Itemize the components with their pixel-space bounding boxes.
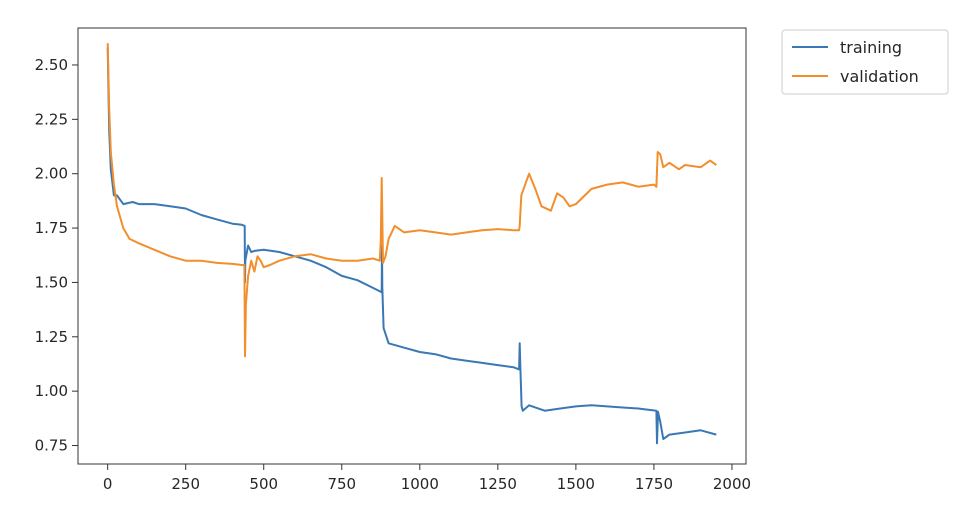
x-tick-label: 500 (249, 475, 278, 493)
series-line-validation (106, 43, 717, 358)
x-axis-ticks: 0 250 500 750 1000 1250 1500 1750 2000 (103, 464, 751, 493)
x-tick-label: 1000 (401, 475, 439, 493)
series-line-training (106, 47, 717, 445)
y-tick-label: 2.00 (35, 165, 68, 183)
series-lines (106, 43, 717, 445)
y-tick-label: 2.50 (35, 56, 68, 74)
y-tick-label: 1.75 (35, 219, 68, 237)
x-tick-label: 2000 (713, 475, 751, 493)
legend-label-training: training (840, 38, 902, 57)
y-tick-label: 1.25 (35, 328, 68, 346)
plot-area (77, 27, 747, 465)
legend-label-validation: validation (840, 67, 919, 86)
x-tick-label: 1500 (557, 475, 595, 493)
x-tick-label: 0 (103, 475, 113, 493)
legend: training validation (781, 29, 949, 95)
y-tick-label: 1.50 (35, 273, 68, 291)
y-axis-ticks: 0.75 1.00 1.25 1.50 1.75 2.00 2.25 2.50 (35, 56, 78, 455)
x-tick-label: 250 (171, 475, 200, 493)
y-tick-label: 0.75 (35, 437, 68, 455)
x-tick-label: 1250 (479, 475, 517, 493)
x-tick-label: 750 (327, 475, 356, 493)
y-tick-label: 1.00 (35, 382, 68, 400)
y-tick-label: 2.25 (35, 110, 68, 128)
x-tick-label: 1750 (635, 475, 673, 493)
